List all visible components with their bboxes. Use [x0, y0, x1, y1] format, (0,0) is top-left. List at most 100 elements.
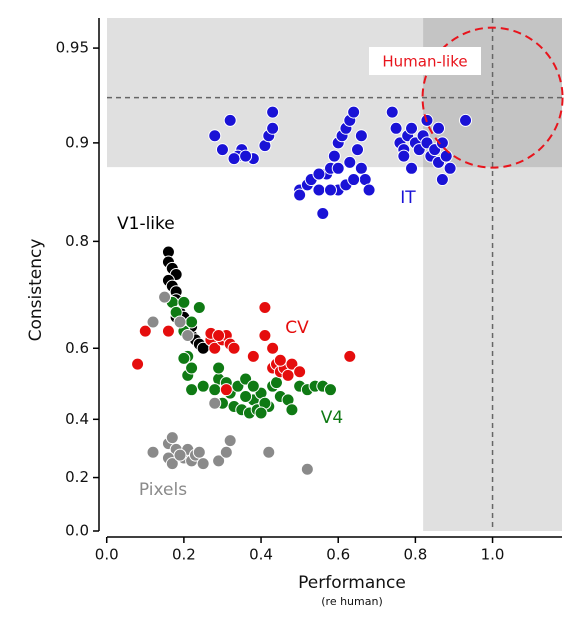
y-tick-label: 0.6 [65, 339, 89, 357]
y-tick-label: 0.9 [65, 133, 89, 151]
point [227, 152, 241, 166]
x-tick-label: 0.8 [403, 546, 427, 564]
point [347, 173, 361, 187]
point [281, 368, 295, 382]
point [347, 105, 361, 119]
point [362, 183, 376, 197]
point [177, 351, 191, 365]
series-label: V1-like [117, 214, 175, 234]
point [300, 462, 314, 476]
point [354, 129, 368, 143]
point [208, 129, 222, 143]
series-label: V4 [321, 408, 343, 428]
point [258, 329, 272, 343]
point [405, 161, 419, 175]
point [239, 390, 253, 404]
y-axis-label: Consistency [26, 239, 46, 342]
human-label: Human-like [382, 53, 467, 71]
point [354, 161, 368, 175]
point [316, 206, 330, 220]
y-tick-label: 0.8 [65, 232, 89, 250]
series [146, 290, 314, 476]
point [285, 403, 299, 417]
point [293, 365, 307, 379]
point [343, 349, 357, 363]
x-axis-note: (re human) [321, 595, 383, 608]
point [185, 361, 199, 375]
point [258, 300, 272, 314]
point [219, 445, 233, 459]
point [208, 383, 222, 397]
point [208, 341, 222, 355]
point [131, 357, 145, 371]
point [266, 341, 280, 355]
point [246, 349, 260, 363]
x-tick-label: 0.2 [172, 546, 196, 564]
series [131, 300, 357, 397]
point [208, 396, 222, 410]
point [212, 454, 226, 468]
point [324, 383, 337, 397]
point [185, 383, 199, 397]
point [266, 121, 280, 135]
point [165, 457, 179, 471]
point [443, 161, 457, 175]
point [324, 183, 337, 197]
point [146, 315, 160, 329]
point [158, 290, 172, 304]
point [351, 143, 365, 157]
point [239, 149, 253, 163]
x-tick-label: 1.0 [481, 546, 505, 564]
point [192, 300, 206, 314]
point [385, 105, 399, 119]
series-label: CV [285, 318, 309, 338]
point [269, 376, 283, 390]
point [173, 448, 187, 462]
point [196, 379, 210, 393]
point [215, 143, 229, 157]
y-tick-label: 0.95 [56, 39, 89, 57]
point [173, 315, 187, 329]
point [266, 105, 280, 119]
point [405, 121, 419, 135]
point [432, 121, 446, 135]
point [192, 445, 206, 459]
point [331, 161, 345, 175]
point [227, 341, 241, 355]
point [212, 329, 226, 343]
point [397, 149, 411, 163]
human-label-bg [369, 47, 481, 75]
point [181, 329, 195, 343]
series-label: IT [400, 188, 416, 208]
x-tick-label: 0.0 [95, 546, 119, 564]
point [285, 357, 299, 371]
point [312, 183, 326, 197]
y-tick-label: 0.2 [65, 468, 89, 486]
point [212, 361, 226, 375]
y-tick-label: 0.0 [65, 522, 89, 540]
point [254, 406, 268, 420]
point [146, 445, 160, 459]
point [138, 324, 152, 338]
point [223, 113, 237, 127]
point [223, 434, 237, 448]
human-circle [421, 26, 564, 169]
x-axis-label: Performance [298, 573, 406, 593]
point [435, 173, 449, 187]
point [389, 121, 403, 135]
point [161, 324, 175, 338]
x-tick-label: 0.4 [249, 546, 273, 564]
x-tick-label: 0.6 [326, 546, 350, 564]
series-label: Pixels [139, 480, 187, 500]
point [273, 353, 287, 367]
point [219, 383, 233, 397]
point [246, 379, 260, 393]
point [343, 155, 357, 169]
point [262, 445, 276, 459]
point [165, 431, 179, 445]
point [177, 295, 191, 309]
point [435, 136, 449, 150]
point [312, 167, 326, 181]
